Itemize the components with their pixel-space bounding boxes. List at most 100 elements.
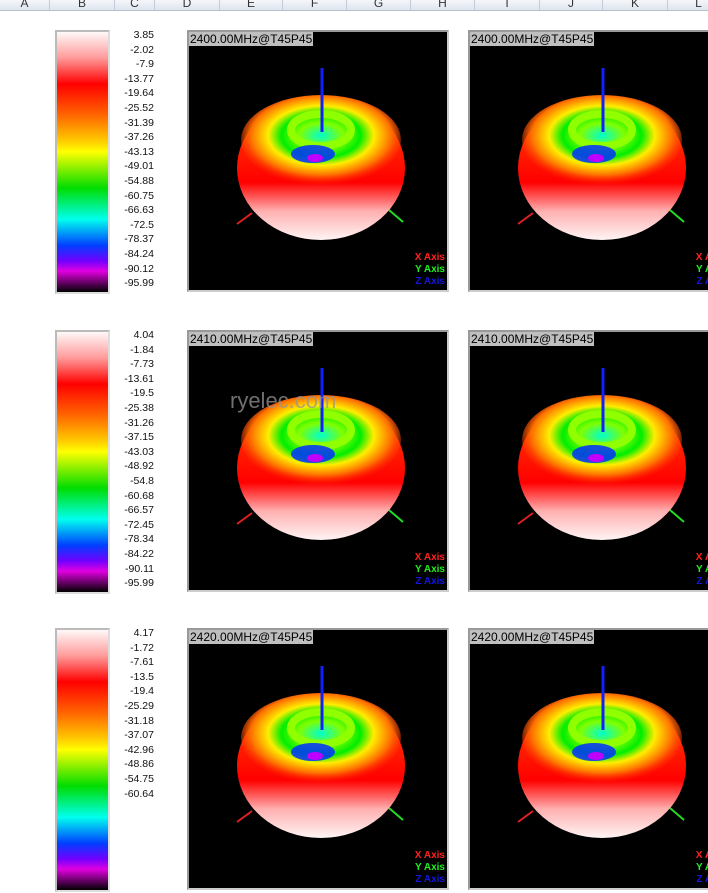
pattern-null-purple <box>588 454 604 462</box>
x-axis-line <box>236 212 253 225</box>
pattern-top <box>522 395 682 485</box>
scale-label: -19.5 <box>130 387 154 400</box>
radiation-pattern-3d <box>517 666 686 838</box>
pattern-plot[interactable]: 2400.00MHz@T45P45 X Axis Y Axis Z Axis <box>187 30 449 292</box>
column-header-l[interactable]: L <box>668 0 708 10</box>
scale-label: -84.24 <box>124 247 154 260</box>
column-header-a[interactable]: A <box>0 0 50 10</box>
pattern-plot[interactable]: 2420.00MHz@T45P45 X Axis Y Axis Z Axis <box>468 628 708 890</box>
scale-label: -54.75 <box>124 772 154 785</box>
scale-label: -60.68 <box>124 489 154 502</box>
scale-label: -42.96 <box>124 743 154 756</box>
x-axis-line <box>236 810 253 823</box>
scale-label: -13.61 <box>124 372 154 385</box>
radiation-pattern-3d <box>517 68 686 240</box>
pattern-plot[interactable]: 2420.00MHz@T45P45 X Axis Y Axis Z Axis <box>187 628 449 890</box>
scale-label: -60.75 <box>124 189 154 202</box>
frequency-row: 3.85 -2.02 -7.9 -13.77 -19.64 -25.52 -31.39 -37… <box>0 28 708 295</box>
pattern-null-purple <box>588 154 604 162</box>
color-scale-bar <box>55 330 110 594</box>
scale-label: -54.88 <box>124 174 154 187</box>
frequency-row: 4.17 -1.72 -7.61 -13.5 -19.4 -25.29 -31.18 -37.… <box>0 626 708 893</box>
plot-title: 2400.00MHz@T45P45 <box>189 32 314 46</box>
scale-label: -90.11 <box>125 562 154 575</box>
scale-label: -2.02 <box>130 43 154 56</box>
color-scale-labels: 4.17 -1.72 -7.61 -13.5 -19.4 -25.29 -31.18 -37.… <box>112 626 154 801</box>
x-axis-line <box>517 212 534 225</box>
column-header-f[interactable]: F <box>283 0 347 10</box>
y-axis-legend: Y Axis <box>695 862 708 873</box>
x-axis-line <box>517 810 534 823</box>
pattern-top <box>522 693 682 783</box>
scale-label: 4.04 <box>133 329 154 341</box>
scale-label: -66.57 <box>124 504 154 517</box>
scale-label: -13.5 <box>130 670 154 683</box>
pattern-plot[interactable]: 2410.00MHz@T45P45 X Axis Y Axis Z Axis <box>468 330 708 592</box>
plot-title: 2420.00MHz@T45P45 <box>470 630 595 644</box>
plot-title: 2400.00MHz@T45P45 <box>470 32 595 46</box>
scale-label: -13.77 <box>124 72 154 85</box>
column-header-h[interactable]: H <box>411 0 475 10</box>
y-axis-line <box>388 209 404 223</box>
column-header-d[interactable]: D <box>155 0 220 10</box>
z-axis-legend: Z Axis <box>696 276 708 287</box>
scale-label: -84.22 <box>124 547 154 560</box>
watermark: ryelec.com <box>230 388 337 413</box>
scale-label: -37.07 <box>124 729 154 742</box>
column-header-k[interactable]: K <box>603 0 668 10</box>
x-axis-legend: X Axis <box>695 252 708 263</box>
column-header-j[interactable]: J <box>540 0 603 10</box>
x-axis-line <box>517 512 534 525</box>
plot-title: 2410.00MHz@T45P45 <box>189 332 314 346</box>
plot-title: 2410.00MHz@T45P45 <box>470 332 595 346</box>
column-header-g[interactable]: G <box>347 0 411 10</box>
scale-label: -25.52 <box>124 101 154 114</box>
scale-label: -49.01 <box>124 160 154 173</box>
pattern-null-blue <box>291 145 335 163</box>
pattern-plot[interactable]: 2410.00MHz@T45P45 X Axis Y Axis Z Axis <box>187 330 449 592</box>
x-axis-legend: X Axis <box>695 552 708 563</box>
x-axis-line <box>236 512 253 525</box>
pattern-top <box>241 693 401 783</box>
scale-label: -37.26 <box>124 131 154 144</box>
y-axis-line <box>669 509 685 523</box>
radiation-pattern-3d <box>236 368 405 540</box>
pattern-null-purple <box>307 154 323 162</box>
scale-label: -7.61 <box>130 656 154 669</box>
pattern-null-blue <box>291 743 335 761</box>
color-scale-labels: 3.85 -2.02 -7.9 -13.77 -19.64 -25.52 -31.39 -37… <box>112 28 154 291</box>
pattern-null-blue <box>291 445 335 463</box>
scale-label: -7.73 <box>130 358 154 371</box>
pattern-plot[interactable]: 2400.00MHz@T45P45 X Axis Y Axis Z Axis <box>468 30 708 292</box>
x-axis-legend: X Axis <box>414 252 445 263</box>
scale-label: -7.9 <box>135 58 154 71</box>
scale-label: -72.45 <box>124 518 154 531</box>
column-header-e[interactable]: E <box>220 0 283 10</box>
pattern-top <box>522 95 682 185</box>
x-axis-legend: X Axis <box>414 850 445 861</box>
pattern-null-blue <box>572 743 616 761</box>
scale-label: -43.03 <box>124 445 154 458</box>
column-header-b[interactable]: B <box>50 0 115 10</box>
scale-label: -95.99 <box>124 277 154 290</box>
scale-label: -66.63 <box>124 204 154 217</box>
pattern-null-purple <box>588 752 604 760</box>
column-header-c[interactable]: C <box>115 0 155 10</box>
y-axis-line <box>669 209 685 223</box>
scale-label: -1.84 <box>130 343 154 356</box>
scale-label: -54.8 <box>130 474 154 487</box>
scale-label: -25.38 <box>124 401 154 414</box>
scale-label: -31.18 <box>124 714 154 727</box>
pattern-null-purple <box>307 752 323 760</box>
radiation-pattern-3d <box>236 666 405 838</box>
scale-label: -72.5 <box>130 218 154 231</box>
z-axis-legend: Z Axis <box>696 576 708 587</box>
z-axis-legend: Z Axis <box>415 576 445 587</box>
y-axis-legend: Y Axis <box>414 564 445 575</box>
radiation-pattern-3d <box>517 368 686 540</box>
scale-label: 4.17 <box>133 627 154 639</box>
color-scale-labels: 4.04 -1.84 -7.73 -13.61 -19.5 -25.38 -31.26 -37… <box>112 328 154 591</box>
y-axis-legend: Y Axis <box>414 264 445 275</box>
column-header-i[interactable]: I <box>475 0 540 10</box>
